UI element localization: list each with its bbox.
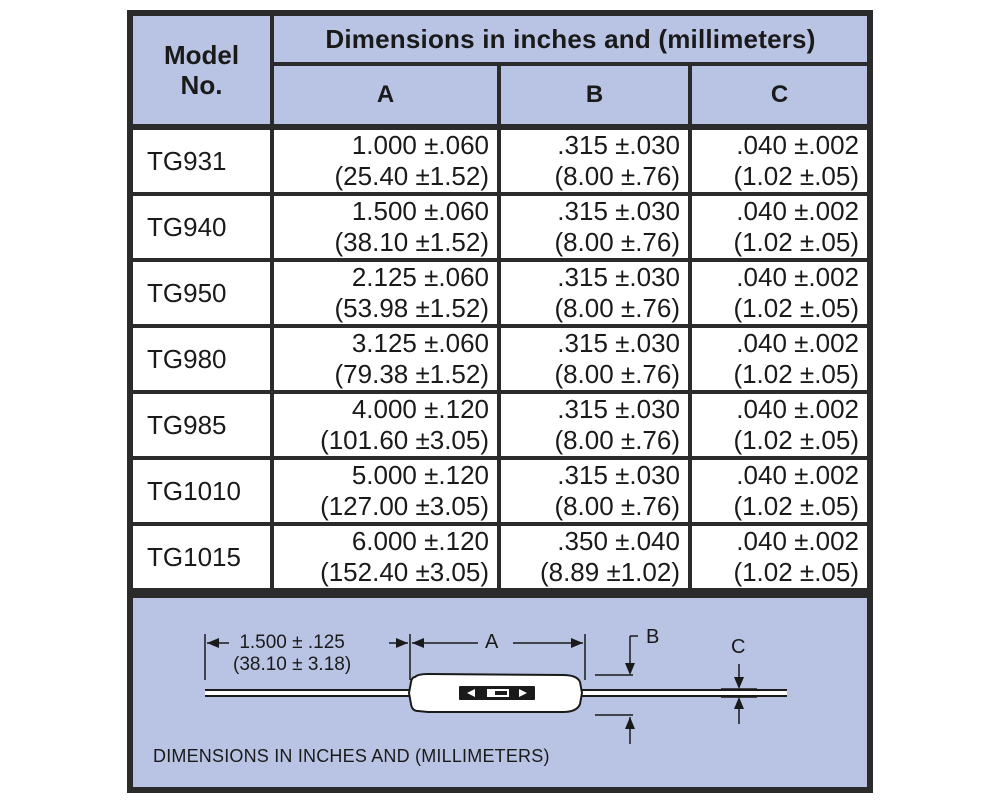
label-c: C (731, 636, 746, 658)
dimension-c-millimeters: (1.02 ±.05) (733, 161, 859, 191)
label-b: B (646, 626, 660, 648)
column-header-c-label: C (770, 81, 789, 108)
column-header-a: A (274, 66, 497, 124)
dimension-b-inches: .350 ±.040 (557, 526, 680, 556)
dimension-b-inches: .315 ±.030 (557, 262, 680, 292)
lead-length-inches: 1.500 ± .125 (239, 632, 345, 653)
model-number-cell: TG1015 (133, 526, 270, 588)
dimensions-header: Dimensions in inches and (millimeters) (274, 16, 867, 62)
model-number-header-label: Model No. (163, 40, 240, 100)
dimension-b-inches: .315 ±.030 (557, 460, 680, 490)
model-number-cell: TG1010 (133, 460, 270, 522)
dimension-a-cell: 6.000 ±.120 (152.40 ±3.05) (274, 526, 497, 588)
dimension-b-millimeters: (8.89 ±1.02) (539, 557, 680, 587)
model-number-cell: TG931 (133, 130, 270, 192)
dimension-a-cell: 1.000 ±.060 (25.40 ±1.52) (274, 130, 497, 192)
dimension-b-cell: .315 ±.030 (8.00 ±.76) (501, 262, 688, 324)
dimension-c-cell: .040 ±.002 (1.02 ±.05) (692, 328, 867, 390)
dimension-c-millimeters: (1.02 ±.05) (733, 425, 859, 455)
dimension-b-inches: .315 ±.030 (557, 196, 680, 226)
dimension-a-millimeters: (25.40 ±1.52) (334, 161, 489, 191)
column-header-b-label: B (585, 81, 604, 108)
dimension-b-millimeters: (8.00 ±.76) (554, 227, 680, 257)
dimension-a-inches: 4.000 ±.120 (351, 394, 489, 424)
dimension-b-inches: .315 ±.030 (557, 130, 680, 160)
lead-length-millimeters: (38.10 ± 3.18) (233, 654, 352, 675)
dimension-b-millimeters: (8.00 ±.76) (554, 359, 680, 389)
dimension-b-cell: .315 ±.030 (8.00 ±.76) (501, 460, 688, 522)
model-number-cell: TG940 (133, 196, 270, 258)
dimension-c-inches: .040 ±.002 (736, 394, 859, 424)
model-number-cell: TG980 (133, 328, 270, 390)
dimension-b-inches: .315 ±.030 (557, 328, 680, 358)
dimension-c-cell: .040 ±.002 (1.02 ±.05) (692, 130, 867, 192)
label-a: A (485, 631, 499, 653)
dimension-c-inches: .040 ±.002 (736, 526, 859, 556)
dimension-a-cell: 1.500 ±.060 (38.10 ±1.52) (274, 196, 497, 258)
dimension-b-millimeters: (8.00 ±.76) (554, 161, 680, 191)
dimension-a-inches: 1.500 ±.060 (351, 196, 489, 226)
dimension-a-cell: 2.125 ±.060 (53.98 ±1.52) (274, 262, 497, 324)
dimension-b-cell: .315 ±.030 (8.00 ±.76) (501, 394, 688, 456)
model-number-cell: TG985 (133, 394, 270, 456)
dimension-c-inches: .040 ±.002 (736, 130, 859, 160)
dimensions-header-label: Dimensions in inches and (millimeters) (325, 23, 816, 54)
dimension-c-millimeters: (1.02 ±.05) (733, 227, 859, 257)
dimension-a-millimeters: (79.38 ±1.52) (334, 359, 489, 389)
dimension-a-millimeters: (101.60 ±3.05) (320, 425, 489, 455)
model-number-header: Model No. (133, 16, 270, 124)
dimension-c-millimeters: (1.02 ±.05) (733, 557, 859, 587)
dimension-b-millimeters: (8.00 ±.76) (554, 293, 680, 323)
dimension-a-cell: 4.000 ±.120 (101.60 ±3.05) (274, 394, 497, 456)
resistor-dimension-diagram: 1.500 ± .125 (38.10 ± 3.18) A B C DIMENS… (133, 598, 867, 787)
dimension-b-millimeters: (8.00 ±.76) (554, 491, 680, 521)
dimension-a-inches: 5.000 ±.120 (351, 460, 489, 490)
dimension-c-millimeters: (1.02 ±.05) (733, 293, 859, 323)
model-number-cell: TG950 (133, 262, 270, 324)
dimension-a-millimeters: (127.00 ±3.05) (320, 491, 489, 521)
dimension-c-millimeters: (1.02 ±.05) (733, 491, 859, 521)
dimension-c-inches: .040 ±.002 (736, 262, 859, 292)
dimension-a-inches: 2.125 ±.060 (351, 262, 489, 292)
resistor-outline-drawing (204, 634, 787, 744)
dimension-c-cell: .040 ±.002 (1.02 ±.05) (692, 262, 867, 324)
column-header-a-label: A (376, 81, 395, 108)
dimension-b-millimeters: (8.00 ±.76) (554, 425, 680, 455)
dimension-c-inches: .040 ±.002 (736, 196, 859, 226)
column-header-c: C (692, 66, 867, 124)
dimension-c-millimeters: (1.02 ±.05) (733, 359, 859, 389)
dimension-a-millimeters: (53.98 ±1.52) (334, 293, 489, 323)
dimension-b-cell: .315 ±.030 (8.00 ±.76) (501, 196, 688, 258)
dimension-a-inches: 6.000 ±.120 (351, 526, 489, 556)
dimensions-caption: DIMENSIONS IN INCHES AND (MILLIMETERS) (153, 746, 550, 766)
dimension-a-cell: 5.000 ±.120 (127.00 ±3.05) (274, 460, 497, 522)
dimension-b-inches: .315 ±.030 (557, 394, 680, 424)
dimension-c-cell: .040 ±.002 (1.02 ±.05) (692, 394, 867, 456)
dimension-b-cell: .315 ±.030 (8.00 ±.76) (501, 328, 688, 390)
dimension-a-millimeters: (152.40 ±3.05) (320, 557, 489, 587)
dimension-b-cell: .315 ±.030 (8.00 ±.76) (501, 130, 688, 192)
dimension-c-cell: .040 ±.002 (1.02 ±.05) (692, 196, 867, 258)
lead-length-label: 1.500 ± .125 (38.10 ± 3.18) (233, 632, 351, 676)
dimension-a-millimeters: (38.10 ±1.52) (334, 227, 489, 257)
dimension-c-cell: .040 ±.002 (1.02 ±.05) (692, 460, 867, 522)
column-header-b: B (501, 66, 688, 124)
dimension-c-inches: .040 ±.002 (736, 460, 859, 490)
dimension-c-cell: .040 ±.002 (1.02 ±.05) (692, 526, 867, 588)
dimension-c-inches: .040 ±.002 (736, 328, 859, 358)
dimension-spec-sheet: Model No. Dimensions in inches and (mill… (127, 10, 873, 793)
dimension-a-inches: 1.000 ±.060 (351, 130, 489, 160)
dimension-a-inches: 3.125 ±.060 (351, 328, 489, 358)
dimension-a-cell: 3.125 ±.060 (79.38 ±1.52) (274, 328, 497, 390)
dimension-b-cell: .350 ±.040 (8.89 ±1.02) (501, 526, 688, 588)
